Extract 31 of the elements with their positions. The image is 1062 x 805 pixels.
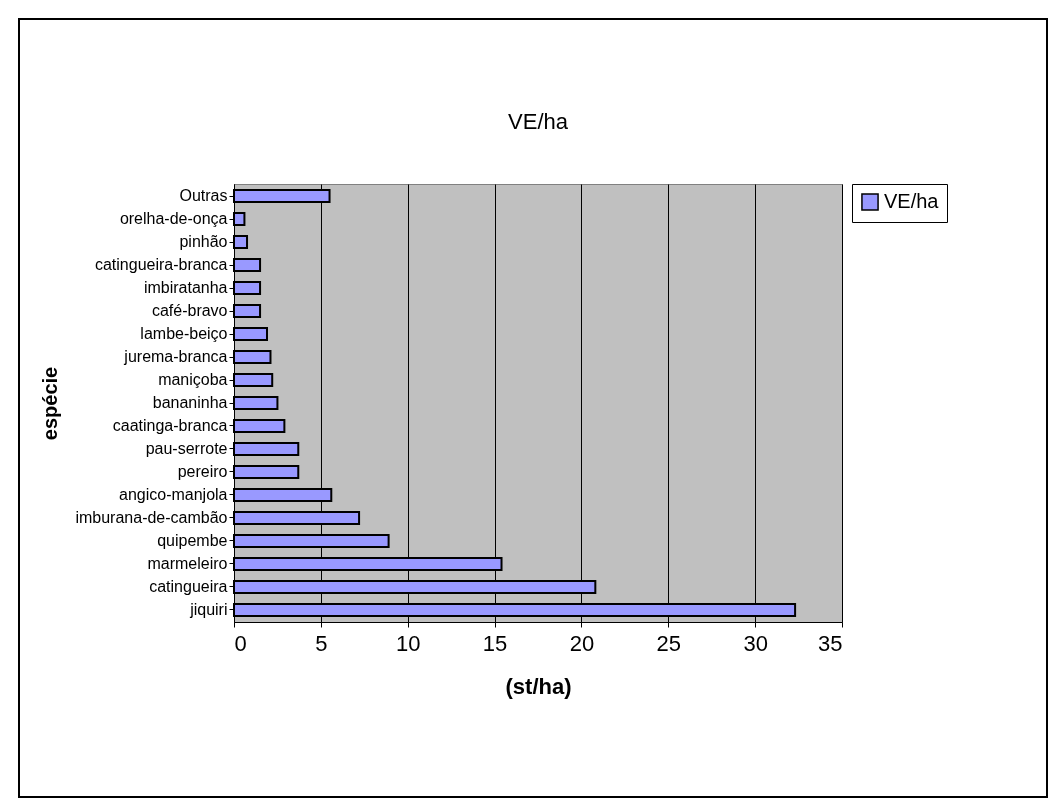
x-tick-label: 15 — [482, 630, 508, 656]
x-tick-label: 0 — [234, 630, 247, 656]
x-tick-label: 5 — [315, 630, 328, 656]
y-tick-label: caatinga-branca — [112, 416, 228, 434]
y-tick-label: Outras — [179, 187, 228, 205]
x-tick-label: 25 — [656, 630, 682, 656]
x-tick-label: 35 — [818, 630, 843, 656]
y-tick-label: imbiratanha — [143, 279, 228, 297]
y-tick-label: catingueira-branca — [94, 256, 228, 274]
x-tick-label: 30 — [743, 630, 768, 656]
y-tick-label: pau-serrote — [145, 439, 228, 457]
chart-title: VE/ha — [508, 108, 569, 134]
y-axis-title: espécie — [39, 366, 62, 441]
y-tick-label: bananinha — [152, 394, 228, 411]
y-tick-label: pinhão — [179, 233, 228, 251]
y-tick-label: orelha-de-onça — [119, 210, 228, 228]
y-tick-label: café-bravo — [151, 302, 228, 320]
y-tick-label: lambe-beiço — [140, 325, 228, 343]
x-tick-label: 10 — [395, 630, 421, 656]
y-tick-label: imburana-de-cambão — [75, 508, 228, 526]
x-axis-title: (st/ha) — [505, 673, 572, 699]
y-tick-label: angico-manjola — [118, 485, 228, 503]
y-tick-label: marmeleiro — [147, 554, 228, 572]
y-tick-label: maniçoba — [158, 371, 228, 389]
x-tick-label: 20 — [569, 630, 595, 656]
y-tick-label: catingueira — [149, 577, 228, 595]
legend-label: VE/ha — [884, 190, 940, 212]
y-tick-label: pereiro — [177, 462, 228, 480]
y-tick-label: jiquiri — [189, 600, 228, 618]
y-tick-label: quipembe — [157, 531, 228, 549]
y-tick-label: jurema-branca — [123, 348, 228, 366]
